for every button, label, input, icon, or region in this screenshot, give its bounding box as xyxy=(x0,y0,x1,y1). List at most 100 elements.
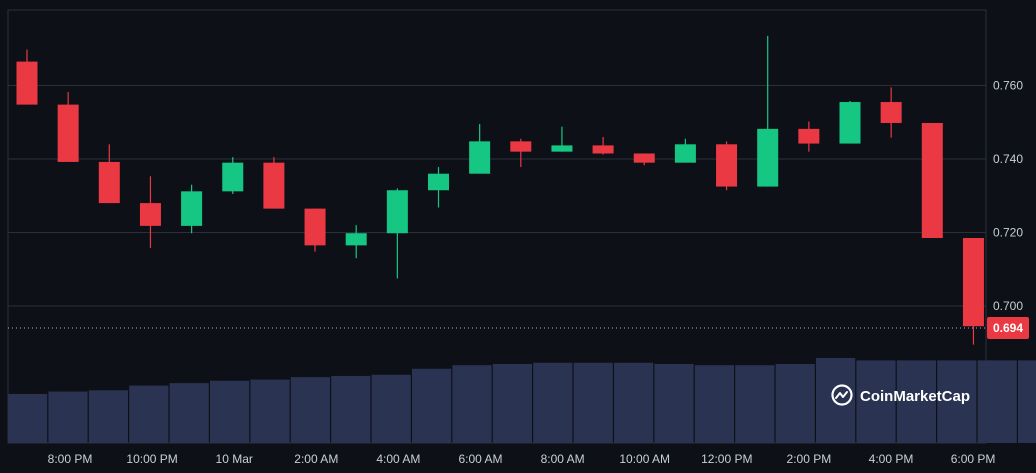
volume-bar xyxy=(694,365,734,443)
x-tick-label: 2:00 AM xyxy=(294,452,338,466)
candle xyxy=(181,184,203,234)
candle xyxy=(98,144,120,204)
candle xyxy=(633,153,655,166)
volume-bar xyxy=(896,360,936,443)
candle-body xyxy=(757,128,779,187)
candle xyxy=(345,225,367,259)
volume-bar xyxy=(614,362,654,443)
candle-body xyxy=(716,144,738,187)
volume-bar xyxy=(412,368,452,443)
candle xyxy=(757,35,779,187)
candle-body xyxy=(674,144,696,163)
candle xyxy=(962,238,984,345)
candle-body xyxy=(181,191,203,226)
volume-bar xyxy=(1018,360,1036,443)
volume-bar xyxy=(533,362,573,443)
candle-body xyxy=(551,145,573,152)
x-tick-label: 8:00 AM xyxy=(541,452,585,466)
brand-watermark: CoinMarketCap xyxy=(831,384,970,406)
volume-bar xyxy=(937,360,977,443)
current-price-tag xyxy=(987,317,1029,340)
volume-bar xyxy=(88,390,128,443)
volume-bar xyxy=(573,362,613,443)
candle xyxy=(428,167,449,208)
candle-body xyxy=(633,153,655,163)
volume-bar xyxy=(856,360,896,443)
x-tick-label: 10 Mar xyxy=(216,452,253,466)
candle xyxy=(551,126,573,152)
candle xyxy=(469,124,491,174)
x-tick-label: 2:00 PM xyxy=(787,452,832,466)
y-tick-label: 0.720 xyxy=(993,226,1023,240)
x-tick-label: 4:00 PM xyxy=(869,452,914,466)
candle-body xyxy=(921,122,943,239)
y-tick-label: 0.740 xyxy=(993,152,1023,166)
x-tick-label: 6:00 AM xyxy=(458,452,502,466)
candle xyxy=(304,208,326,252)
candle-body xyxy=(386,190,408,234)
candle-body xyxy=(16,61,38,105)
y-tick-label: 0.760 xyxy=(993,79,1023,93)
candle-body xyxy=(57,104,79,162)
candle xyxy=(139,176,161,248)
y-axis: 0.700 0.720 0.740 0.760 xyxy=(993,79,1023,314)
x-axis: 8:00 PM 10:00 PM 10 Mar 2:00 AM 4:00 AM 6:00 … xyxy=(48,452,996,466)
candle xyxy=(510,138,532,168)
x-tick-label: 6:00 PM xyxy=(951,452,996,466)
candle-body xyxy=(139,203,161,226)
volume-bar xyxy=(8,393,48,443)
candle-layer xyxy=(16,35,984,345)
volume-bar xyxy=(775,363,815,443)
candle-body xyxy=(839,102,861,144)
volume-bar xyxy=(129,385,169,443)
current-price-marker: 0.694 xyxy=(8,317,1029,340)
candle xyxy=(263,157,285,209)
candle xyxy=(716,141,738,191)
volume-bar xyxy=(331,375,371,443)
candle-body xyxy=(880,102,902,123)
volume-bar xyxy=(735,365,775,443)
volume-bar xyxy=(250,379,290,443)
brand-name: CoinMarketCap xyxy=(860,388,970,405)
volume-bar xyxy=(371,374,411,443)
x-tick-label: 10:00 AM xyxy=(619,452,670,466)
volume-bar xyxy=(452,365,492,443)
candle xyxy=(57,92,79,162)
candle-body xyxy=(798,128,820,144)
candle xyxy=(386,188,408,279)
candle xyxy=(880,87,902,138)
candle-body xyxy=(469,141,491,174)
volume-bar xyxy=(977,360,1017,443)
candle-body xyxy=(98,161,120,204)
candle-body xyxy=(428,173,449,191)
candle-body xyxy=(304,208,326,246)
candle xyxy=(839,100,861,144)
candle-body xyxy=(510,141,532,152)
candle-body xyxy=(263,162,285,209)
candle-body xyxy=(962,238,984,327)
x-tick-label: 4:00 AM xyxy=(376,452,420,466)
volume-bar xyxy=(48,391,88,443)
current-price-label: 0.694 xyxy=(993,321,1023,335)
volume-bar xyxy=(290,377,330,443)
candle xyxy=(674,138,696,163)
volume-bar xyxy=(210,380,250,443)
volume-bar xyxy=(492,363,532,443)
candle xyxy=(222,157,244,194)
y-tick-label: 0.700 xyxy=(993,299,1023,313)
x-tick-label: 10:00 PM xyxy=(126,452,177,466)
volume-bar xyxy=(169,383,209,443)
candle-body xyxy=(222,162,244,192)
candle-body xyxy=(592,145,614,154)
volume-layer xyxy=(8,358,1036,443)
x-tick-label: 12:00 PM xyxy=(701,452,752,466)
candle xyxy=(921,122,943,239)
candle xyxy=(798,121,820,152)
x-tick-label: 8:00 PM xyxy=(48,452,93,466)
candle xyxy=(16,49,38,105)
coinmarketcap-logo-icon xyxy=(831,384,853,406)
volume-bar xyxy=(654,363,694,443)
candle xyxy=(592,136,614,155)
